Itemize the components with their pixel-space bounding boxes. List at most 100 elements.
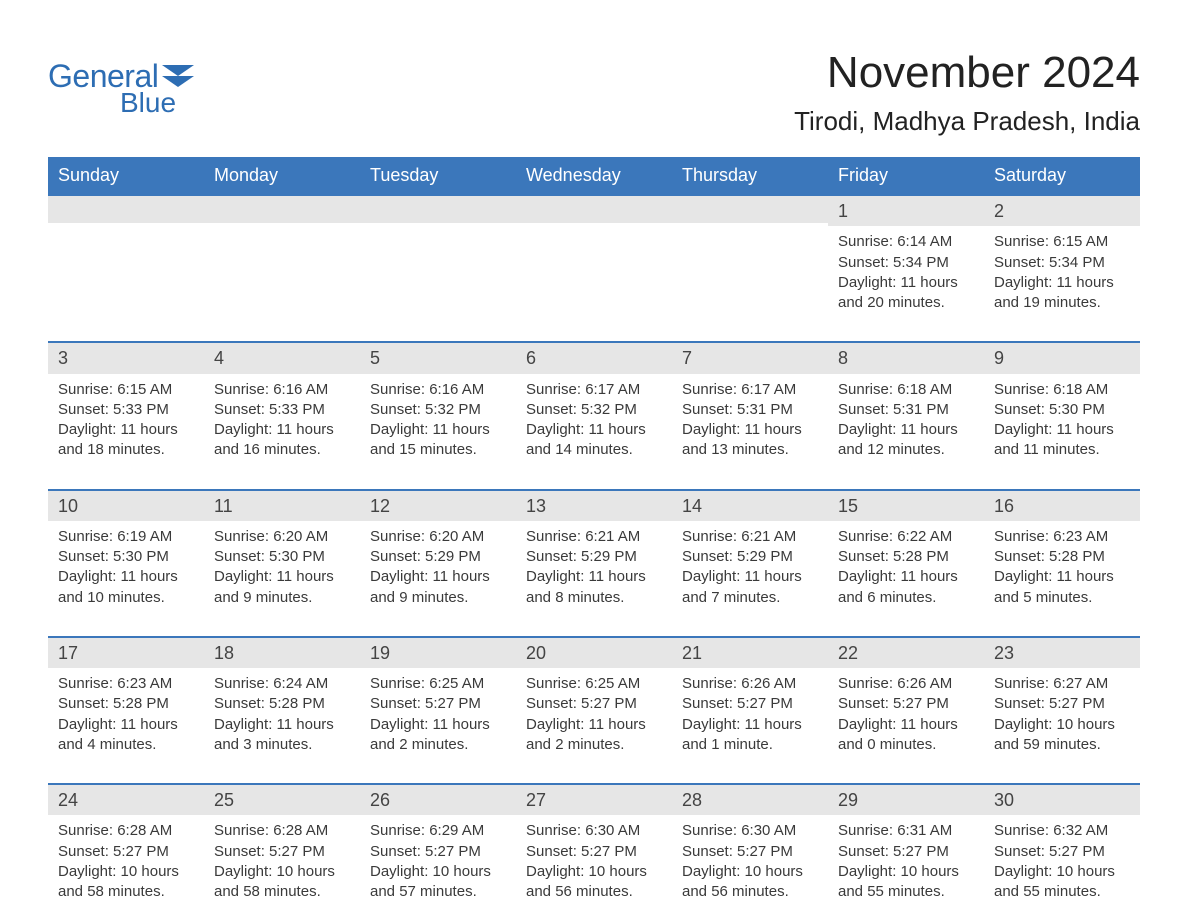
sunrise-line: Sunrise: 6:23 AM	[994, 527, 1130, 547]
day-number-bar: 11	[204, 491, 360, 521]
day-number-bar: 15	[828, 491, 984, 521]
sunrise-line: Sunrise: 6:14 AM	[838, 232, 974, 252]
day-cell: 19Sunrise: 6:25 AMSunset: 5:27 PMDayligh…	[360, 638, 516, 765]
daylight-line-1: Daylight: 10 hours	[370, 862, 506, 882]
sunrise-line: Sunrise: 6:15 AM	[58, 380, 194, 400]
sunset-line: Sunset: 5:27 PM	[682, 694, 818, 714]
day-cell: 9Sunrise: 6:18 AMSunset: 5:30 PMDaylight…	[984, 343, 1140, 470]
week-row: 17Sunrise: 6:23 AMSunset: 5:28 PMDayligh…	[48, 636, 1140, 765]
daylight-line-1: Daylight: 11 hours	[994, 567, 1130, 587]
daylight-line-2: and 58 minutes.	[214, 882, 350, 902]
day-number-bar: 10	[48, 491, 204, 521]
sunrise-line: Sunrise: 6:20 AM	[370, 527, 506, 547]
daylight-line-1: Daylight: 10 hours	[682, 862, 818, 882]
day-number-bar: 24	[48, 785, 204, 815]
sunset-line: Sunset: 5:32 PM	[370, 400, 506, 420]
day-cell: 3Sunrise: 6:15 AMSunset: 5:33 PMDaylight…	[48, 343, 204, 470]
sunrise-line: Sunrise: 6:17 AM	[682, 380, 818, 400]
day-number-bar	[360, 196, 516, 223]
sunrise-line: Sunrise: 6:30 AM	[526, 821, 662, 841]
daylight-line-2: and 2 minutes.	[370, 735, 506, 755]
day-number-bar: 28	[672, 785, 828, 815]
sunrise-line: Sunrise: 6:16 AM	[370, 380, 506, 400]
day-cell: 23Sunrise: 6:27 AMSunset: 5:27 PMDayligh…	[984, 638, 1140, 765]
sunset-line: Sunset: 5:28 PM	[994, 547, 1130, 567]
day-cell: 6Sunrise: 6:17 AMSunset: 5:32 PMDaylight…	[516, 343, 672, 470]
sunset-line: Sunset: 5:30 PM	[994, 400, 1130, 420]
day-cell: 26Sunrise: 6:29 AMSunset: 5:27 PMDayligh…	[360, 785, 516, 912]
sunrise-line: Sunrise: 6:20 AM	[214, 527, 350, 547]
daylight-line-2: and 19 minutes.	[994, 293, 1130, 313]
weekday-header: Saturday	[984, 157, 1140, 196]
sunset-line: Sunset: 5:33 PM	[58, 400, 194, 420]
day-number-bar: 4	[204, 343, 360, 373]
daylight-line-2: and 2 minutes.	[526, 735, 662, 755]
day-number-bar	[516, 196, 672, 223]
weekday-header: Wednesday	[516, 157, 672, 196]
calendar: SundayMondayTuesdayWednesdayThursdayFrid…	[48, 157, 1140, 912]
day-number-bar	[48, 196, 204, 223]
daylight-line-1: Daylight: 11 hours	[370, 567, 506, 587]
sunset-line: Sunset: 5:27 PM	[58, 842, 194, 862]
daylight-line-2: and 5 minutes.	[994, 588, 1130, 608]
day-number-bar: 12	[360, 491, 516, 521]
daylight-line-1: Daylight: 11 hours	[526, 715, 662, 735]
day-cell	[516, 196, 672, 323]
daylight-line-1: Daylight: 10 hours	[994, 862, 1130, 882]
sunrise-line: Sunrise: 6:15 AM	[994, 232, 1130, 252]
daylight-line-1: Daylight: 10 hours	[994, 715, 1130, 735]
sunrise-line: Sunrise: 6:16 AM	[214, 380, 350, 400]
day-cell: 10Sunrise: 6:19 AMSunset: 5:30 PMDayligh…	[48, 491, 204, 618]
day-cell: 15Sunrise: 6:22 AMSunset: 5:28 PMDayligh…	[828, 491, 984, 618]
day-number-bar: 13	[516, 491, 672, 521]
day-cell: 18Sunrise: 6:24 AMSunset: 5:28 PMDayligh…	[204, 638, 360, 765]
sunrise-line: Sunrise: 6:21 AM	[526, 527, 662, 547]
brand-logo: General Blue	[48, 58, 194, 119]
weekday-header-row: SundayMondayTuesdayWednesdayThursdayFrid…	[48, 157, 1140, 196]
sunset-line: Sunset: 5:30 PM	[58, 547, 194, 567]
daylight-line-2: and 9 minutes.	[370, 588, 506, 608]
sunset-line: Sunset: 5:28 PM	[58, 694, 194, 714]
daylight-line-2: and 15 minutes.	[370, 440, 506, 460]
daylight-line-1: Daylight: 11 hours	[682, 420, 818, 440]
daylight-line-2: and 4 minutes.	[58, 735, 194, 755]
weekday-header: Sunday	[48, 157, 204, 196]
sunset-line: Sunset: 5:27 PM	[994, 842, 1130, 862]
daylight-line-1: Daylight: 11 hours	[994, 420, 1130, 440]
sunset-line: Sunset: 5:27 PM	[526, 842, 662, 862]
sunrise-line: Sunrise: 6:17 AM	[526, 380, 662, 400]
daylight-line-2: and 20 minutes.	[838, 293, 974, 313]
day-cell: 5 Sunrise: 6:16 AMSunset: 5:32 PMDaylight…	[360, 343, 516, 470]
sunset-line: Sunset: 5:27 PM	[838, 842, 974, 862]
daylight-line-1: Daylight: 11 hours	[994, 273, 1130, 293]
day-cell: 17Sunrise: 6:23 AMSunset: 5:28 PMDayligh…	[48, 638, 204, 765]
day-cell: 14Sunrise: 6:21 AMSunset: 5:29 PMDayligh…	[672, 491, 828, 618]
day-cell: 7Sunrise: 6:17 AMSunset: 5:31 PMDaylight…	[672, 343, 828, 470]
day-cell: 27Sunrise: 6:30 AMSunset: 5:27 PMDayligh…	[516, 785, 672, 912]
daylight-line-2: and 55 minutes.	[994, 882, 1130, 902]
daylight-line-2: and 3 minutes.	[214, 735, 350, 755]
day-cell: 28Sunrise: 6:30 AMSunset: 5:27 PMDayligh…	[672, 785, 828, 912]
daylight-line-1: Daylight: 11 hours	[526, 420, 662, 440]
sunset-line: Sunset: 5:34 PM	[994, 253, 1130, 273]
daylight-line-1: Daylight: 11 hours	[526, 567, 662, 587]
sunset-line: Sunset: 5:27 PM	[526, 694, 662, 714]
daylight-line-1: Daylight: 11 hours	[214, 567, 350, 587]
day-number-bar: 2	[984, 196, 1140, 226]
day-number-bar: 5	[360, 343, 516, 373]
month-title: November 2024	[794, 48, 1140, 98]
day-number-bar: 6	[516, 343, 672, 373]
day-cell: 16Sunrise: 6:23 AMSunset: 5:28 PMDayligh…	[984, 491, 1140, 618]
daylight-line-1: Daylight: 11 hours	[370, 420, 506, 440]
sunrise-line: Sunrise: 6:23 AM	[58, 674, 194, 694]
sunset-line: Sunset: 5:34 PM	[838, 253, 974, 273]
sunrise-line: Sunrise: 6:18 AM	[838, 380, 974, 400]
daylight-line-2: and 0 minutes.	[838, 735, 974, 755]
sunset-line: Sunset: 5:28 PM	[838, 547, 974, 567]
day-cell: 22Sunrise: 6:26 AMSunset: 5:27 PMDayligh…	[828, 638, 984, 765]
daylight-line-1: Daylight: 11 hours	[58, 715, 194, 735]
daylight-line-1: Daylight: 11 hours	[214, 715, 350, 735]
week-row: 24Sunrise: 6:28 AMSunset: 5:27 PMDayligh…	[48, 783, 1140, 912]
daylight-line-2: and 14 minutes.	[526, 440, 662, 460]
brand-blue: Blue	[120, 87, 176, 119]
